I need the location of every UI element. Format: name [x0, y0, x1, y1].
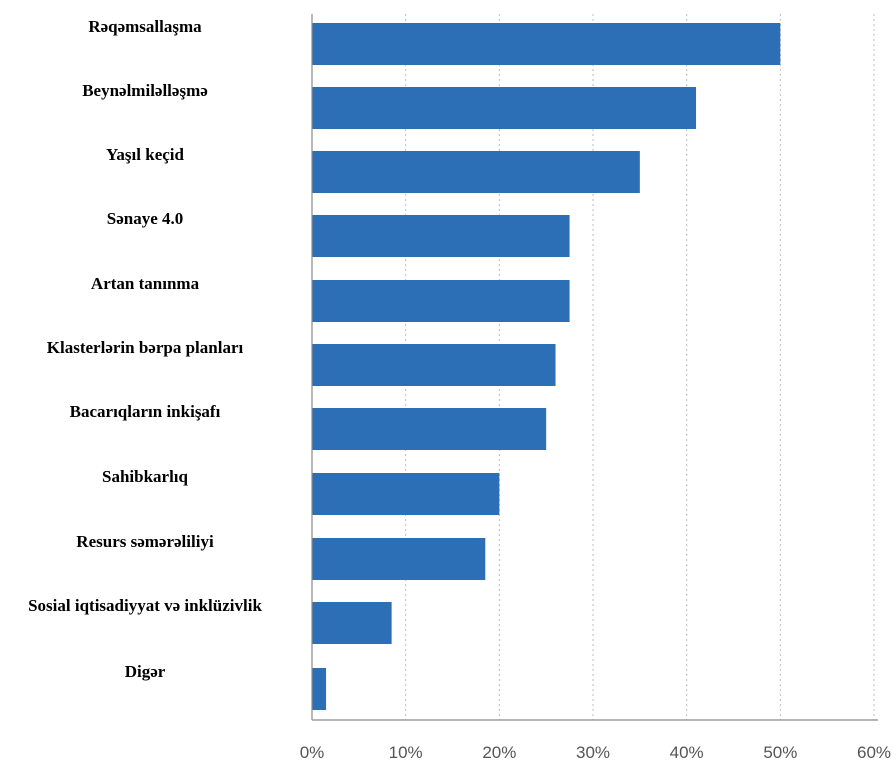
bar: [312, 473, 500, 515]
axes: [311, 14, 878, 721]
category-label: Bacarıqların inkişafı: [70, 402, 221, 421]
x-tick-label: 50%: [763, 743, 797, 762]
bar: [312, 668, 327, 710]
x-tick-label: 10%: [389, 743, 423, 762]
category-label: Digər: [125, 662, 166, 681]
x-tick-label: 40%: [670, 743, 704, 762]
bar: [312, 151, 640, 193]
bar: [312, 344, 556, 386]
x-tick-label: 20%: [482, 743, 516, 762]
category-label: Sahibkarlıq: [102, 467, 189, 486]
category-label: Artan tanınma: [91, 274, 200, 293]
category-label: Sosial iqtisadiyyat və inklüzivlik: [28, 596, 262, 615]
x-tick-labels: 0% 10% 20% 30% 40% 50% 60%: [300, 743, 891, 762]
bar: [312, 280, 570, 322]
bar: [312, 408, 547, 450]
category-label: Resurs səmərəliliyi: [76, 532, 214, 551]
bar: [312, 538, 486, 580]
x-tick-label: 30%: [576, 743, 610, 762]
category-labels: Rəqəmsallaşma Beynəlmiləlləşmə Yaşıl keçid…: [28, 17, 262, 681]
bars-group: [312, 23, 781, 710]
category-label: Sənaye 4.0: [107, 209, 184, 228]
bar: [312, 23, 781, 65]
bar: [312, 87, 697, 129]
category-label: Klasterlərin bərpa planları: [47, 338, 244, 357]
bar: [312, 215, 570, 257]
bar: [312, 602, 392, 644]
x-tick-label: 60%: [857, 743, 891, 762]
category-label: Yaşıl keçid: [106, 145, 184, 164]
x-tick-label: 0%: [300, 743, 325, 762]
category-label: Beynəlmiləlləşmə: [82, 81, 208, 100]
category-label: Rəqəmsallaşma: [88, 17, 202, 36]
